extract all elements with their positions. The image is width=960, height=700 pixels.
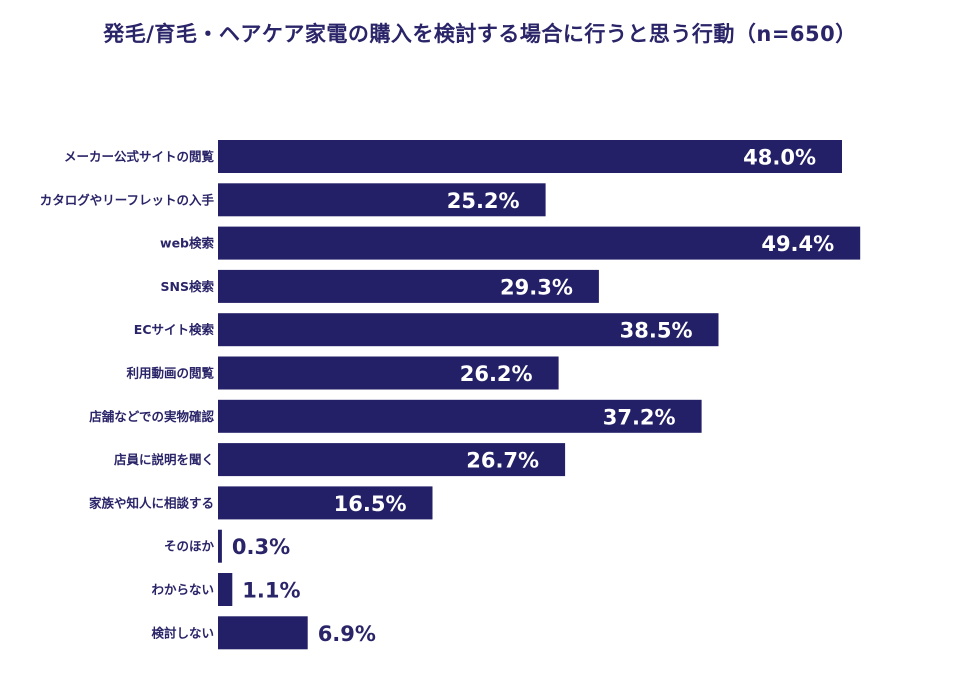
bar [218, 140, 842, 173]
bar [218, 183, 546, 217]
category-label: 検討しない [151, 625, 214, 640]
value-label: 49.4% [761, 232, 834, 256]
value-label: 37.2% [603, 405, 676, 429]
value-label: 26.2% [460, 362, 533, 386]
category-label: web検索 [160, 236, 214, 251]
value-label: 38.5% [620, 319, 693, 343]
category-label: 利用動画の閲覧 [126, 366, 214, 381]
bar [218, 356, 559, 390]
bar [218, 486, 433, 520]
value-label: 1.1% [242, 579, 300, 603]
value-label: 16.5% [334, 492, 407, 516]
category-label: メーカー公式サイトの閲覧 [64, 149, 215, 164]
bar [218, 573, 233, 606]
category-label: そのほか [164, 539, 215, 554]
category-label: SNS検索 [161, 279, 215, 294]
value-label: 48.0% [743, 146, 816, 170]
value-label: 6.9% [318, 622, 376, 646]
bar [218, 616, 308, 650]
category-label: 家族や知人に相談する [89, 495, 214, 510]
bar [218, 269, 599, 303]
bar [218, 226, 861, 260]
bar [218, 313, 719, 347]
category-label: ECサイト検索 [134, 322, 215, 337]
bar [218, 399, 702, 433]
value-labels: 48.0% 25.2% 49.4% 29.3% 38.5% 26.2% 37.2% 26.7%… [232, 146, 834, 646]
chart-title: 発毛/育毛・ヘアケア家電の購入を検討する場合に行うと思う行動（n=650） [103, 22, 857, 46]
category-label: カタログやリーフレットの入手 [40, 192, 215, 207]
value-label: 26.7% [466, 449, 539, 473]
value-label: 25.2% [447, 189, 520, 213]
value-label: 29.3% [500, 275, 573, 299]
category-label: 店員に説明を聞く [114, 452, 214, 467]
bar [218, 443, 566, 477]
bars-layer [218, 140, 861, 650]
category-label: 店舗などでの実物確認 [89, 409, 214, 424]
category-label: わからない [151, 582, 214, 597]
bar [218, 529, 222, 563]
value-label: 0.3% [232, 535, 290, 559]
